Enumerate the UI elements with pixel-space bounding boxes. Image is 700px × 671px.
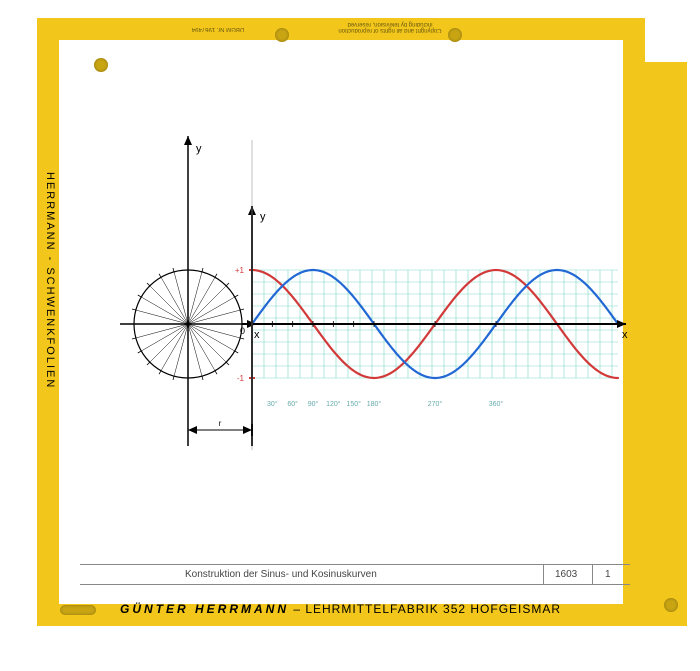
caption-title: Konstruktion der Sinus- und Kosinuskurve… xyxy=(185,569,377,580)
svg-text:+1: +1 xyxy=(235,266,245,275)
svg-text:360°: 360° xyxy=(489,400,504,408)
brand-line: GÜNTER HERRMANN – LEHRMITTELFABRIK 352 H… xyxy=(120,602,561,616)
slide-frame-tab xyxy=(645,62,687,626)
svg-text:120°: 120° xyxy=(326,400,341,408)
caption-rule xyxy=(80,564,630,565)
side-label: HERRMANN - SCHWENKFOLIEN xyxy=(44,172,56,389)
caption-sub: 1 xyxy=(605,569,611,580)
svg-text:270°: 270° xyxy=(428,400,443,408)
caption-divider xyxy=(592,564,593,584)
caption-divider xyxy=(543,564,544,584)
svg-text:150°: 150° xyxy=(346,400,361,408)
frame-slot xyxy=(60,605,96,615)
copyright-line-2: including by television, reserved xyxy=(320,21,460,27)
caption-rule xyxy=(80,584,630,585)
svg-text:x: x xyxy=(622,329,628,341)
brand-name: GÜNTER HERRMANN xyxy=(120,602,289,616)
svg-text:180°: 180° xyxy=(367,400,382,408)
svg-text:x: x xyxy=(254,329,260,341)
svg-text:90°: 90° xyxy=(308,400,319,408)
frame-hole xyxy=(275,28,289,42)
svg-text:30°: 30° xyxy=(267,400,278,408)
svg-text:y: y xyxy=(196,143,202,155)
copyright-line-1: Copyright and all rights of reproduction xyxy=(300,27,480,33)
frame-hole xyxy=(664,598,678,612)
svg-text:-1: -1 xyxy=(237,374,245,383)
frame-hole xyxy=(94,58,108,72)
svg-text:y: y xyxy=(260,211,266,223)
dbgm-number: DBGM Nr. 1967494 xyxy=(168,26,268,32)
svg-text:r: r xyxy=(219,419,222,428)
caption-number: 1603 xyxy=(555,569,577,580)
brand-rest: – LEHRMITTELFABRIK 352 HOFGEISMAR xyxy=(289,602,561,616)
sine-cosine-chart: +1-1yx030°60°90°120°150°180°270°360°yxr xyxy=(70,110,630,530)
svg-text:60°: 60° xyxy=(287,400,298,408)
